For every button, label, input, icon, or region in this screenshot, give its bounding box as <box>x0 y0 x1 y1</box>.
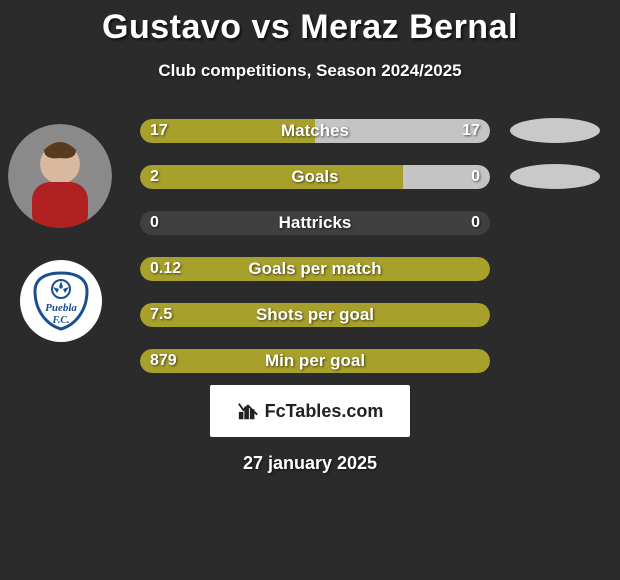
stat-value-right: 17 <box>462 119 480 143</box>
stat-row: Matches1717 <box>0 119 620 143</box>
stat-row: Goals per match0.12 <box>0 257 620 281</box>
date-label: 27 january 2025 <box>0 453 620 474</box>
stat-value-left: 0 <box>150 211 159 235</box>
fctables-badge: FcTables.com <box>210 385 410 437</box>
badge-text: FcTables.com <box>265 401 384 422</box>
player-ellipse-right <box>510 164 600 189</box>
stat-value-left: 879 <box>150 349 177 373</box>
subtitle: Club competitions, Season 2024/2025 <box>0 61 620 81</box>
stat-value-right: 0 <box>471 165 480 189</box>
stat-row: Shots per goal7.5 <box>0 303 620 327</box>
page-title: Gustavo vs Meraz Bernal <box>0 0 620 47</box>
stat-row: Min per goal879 <box>0 349 620 373</box>
player-ellipse-right <box>510 118 600 143</box>
stat-value-left: 0.12 <box>150 257 181 281</box>
stat-value-left: 17 <box>150 119 168 143</box>
stat-value-right: 0 <box>471 211 480 235</box>
stat-value-left: 2 <box>150 165 159 189</box>
chart-icon <box>237 400 259 422</box>
stat-row: Goals20 <box>0 165 620 189</box>
stat-row: Hattricks00 <box>0 211 620 235</box>
stat-value-left: 7.5 <box>150 303 172 327</box>
